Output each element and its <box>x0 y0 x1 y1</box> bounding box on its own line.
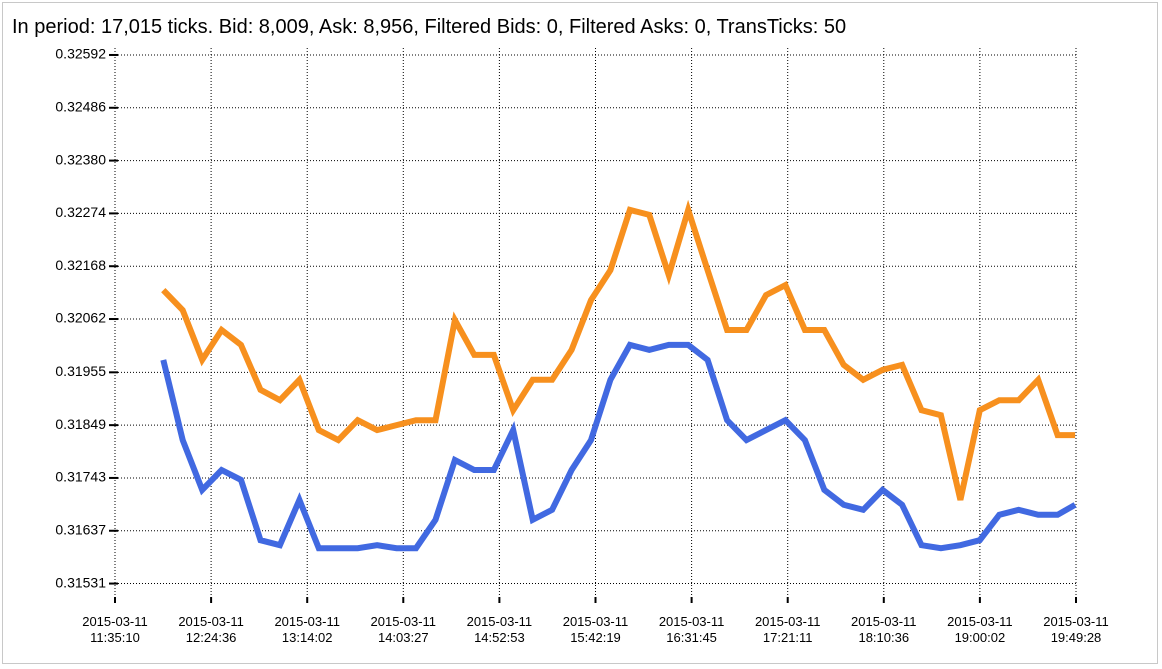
x-tick-label: 2015-03-11 15:42:19 <box>563 614 629 645</box>
y-tick-label: 0.31743 <box>55 469 106 485</box>
y-tick-label: 0.32592 <box>55 46 106 62</box>
y-tick-label: 0.31637 <box>55 521 106 537</box>
y-tick-label: 0.32168 <box>55 257 106 273</box>
y-tick-label: 0.32380 <box>55 151 106 167</box>
x-tick-label: 2015-03-11 11:35:10 <box>82 614 148 645</box>
x-tick-label: 2015-03-11 16:31:45 <box>659 614 725 645</box>
y-tick-label: 0.32274 <box>55 204 106 220</box>
x-tick-label: 2015-03-11 14:03:27 <box>371 614 437 645</box>
chart-title: In period: 17,015 ticks. Bid: 8,009, Ask… <box>12 16 846 38</box>
x-tick-label: 2015-03-11 18:10:36 <box>851 614 917 645</box>
y-tick-label: 0.31849 <box>55 416 106 432</box>
y-tick-label: 0.32486 <box>55 98 106 114</box>
x-tick-label: 2015-03-11 19:00:02 <box>947 614 1013 645</box>
x-tick-label: 2015-03-11 14:52:53 <box>467 614 533 645</box>
price-line <box>161 199 1076 501</box>
y-tick-label: 0.32062 <box>55 310 106 326</box>
x-tick-label: 2015-03-11 19:49:28 <box>1043 614 1109 645</box>
x-tick-label: 2015-03-11 13:14:02 <box>274 614 340 645</box>
y-tick-label: 0.31955 <box>55 363 106 379</box>
x-tick-label: 2015-03-11 12:24:36 <box>178 614 244 645</box>
x-tick-label: 2015-03-11 17:21:11 <box>755 614 821 645</box>
price-line <box>160 341 1077 552</box>
y-tick-label: 0.31531 <box>55 574 106 590</box>
